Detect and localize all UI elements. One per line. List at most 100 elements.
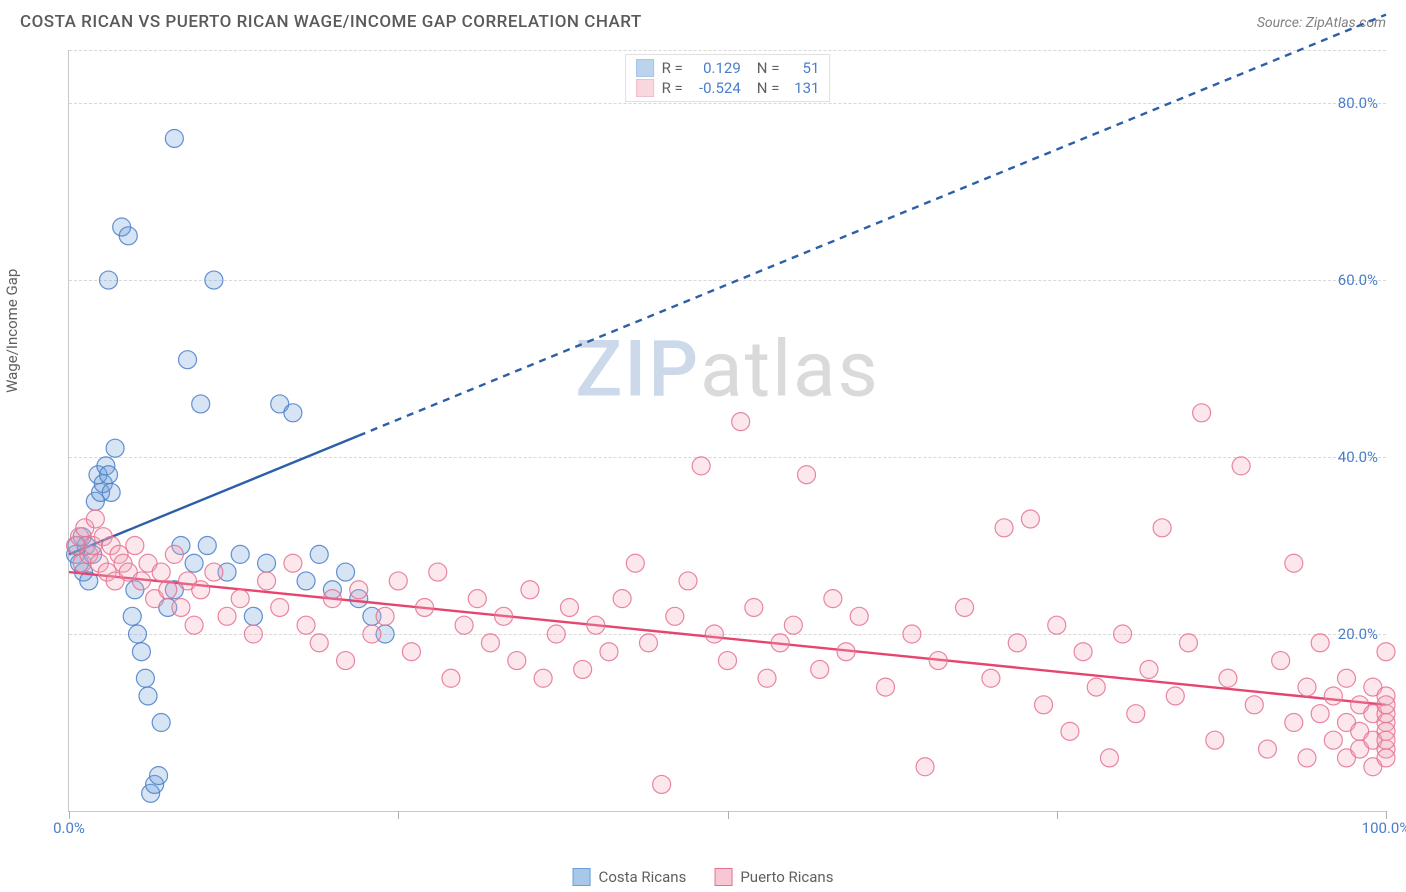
data-point [1377, 696, 1395, 714]
data-point [495, 607, 513, 625]
data-point [1021, 510, 1039, 528]
data-point [389, 572, 407, 590]
r-label: R = [662, 79, 683, 97]
data-point [455, 616, 473, 634]
data-point [653, 775, 671, 793]
data-point [547, 625, 565, 643]
data-point [1298, 749, 1316, 767]
x-tick [1386, 811, 1387, 819]
data-point [732, 413, 750, 431]
data-point [100, 466, 118, 484]
data-point [719, 652, 737, 670]
data-point [310, 634, 328, 652]
data-point [1232, 457, 1250, 475]
data-point [165, 129, 183, 147]
legend-label: Costa Ricans [599, 868, 687, 886]
data-point [560, 598, 578, 616]
data-point [284, 554, 302, 572]
y-axis-label: Wage/Income Gap [3, 269, 21, 393]
data-point [102, 483, 120, 501]
data-point [1324, 687, 1342, 705]
data-point [337, 563, 355, 581]
data-point [521, 581, 539, 599]
stats-legend-row: R = 0.129 N = 51 [636, 59, 820, 77]
data-point [337, 652, 355, 670]
data-point [205, 271, 223, 289]
legend-label: Puerto Ricans [740, 868, 833, 886]
data-point [679, 572, 697, 590]
data-point [416, 598, 434, 616]
data-point [587, 616, 605, 634]
data-point [1140, 660, 1158, 678]
data-point [574, 660, 592, 678]
data-point [1206, 731, 1224, 749]
legend-swatch [636, 59, 654, 77]
plot-area: ZIPatlas R = 0.129 N = 51 R = -0.524 N =… [68, 50, 1386, 812]
source-attribution: Source: ZipAtlas.com [1257, 15, 1386, 31]
data-point [119, 227, 137, 245]
data-point [468, 590, 486, 608]
data-point [1048, 616, 1066, 634]
data-point [692, 457, 710, 475]
series-legend: Costa Ricans Puerto Ricans [573, 868, 834, 886]
data-point [258, 572, 276, 590]
data-point [798, 466, 816, 484]
data-point [205, 563, 223, 581]
data-point [995, 519, 1013, 537]
chart-title: COSTA RICAN VS PUERTO RICAN WAGE/INCOME … [20, 12, 642, 32]
r-label: R = [662, 59, 683, 77]
data-point [179, 351, 197, 369]
data-point [1114, 625, 1132, 643]
data-point [297, 616, 315, 634]
data-point [639, 634, 657, 652]
data-point [850, 607, 868, 625]
data-point [1087, 678, 1105, 696]
data-point [824, 590, 842, 608]
data-point [903, 625, 921, 643]
data-point [1193, 404, 1211, 422]
data-point [1337, 669, 1355, 687]
data-point [126, 537, 144, 555]
x-tick [728, 811, 729, 819]
data-point [363, 625, 381, 643]
data-point [136, 669, 154, 687]
data-point [323, 590, 341, 608]
stats-legend-row: R = -0.524 N = 131 [636, 79, 820, 97]
data-point [1061, 722, 1079, 740]
data-point [185, 616, 203, 634]
data-point [916, 758, 934, 776]
data-point [258, 554, 276, 572]
legend-swatch [573, 868, 591, 886]
data-point [218, 607, 236, 625]
data-point [1285, 554, 1303, 572]
data-point [185, 554, 203, 572]
data-point [150, 767, 168, 785]
data-point [811, 660, 829, 678]
data-point [139, 687, 157, 705]
x-tick [398, 811, 399, 819]
data-point [1258, 740, 1276, 758]
data-point [192, 395, 210, 413]
data-point [1377, 731, 1395, 749]
data-point [1179, 634, 1197, 652]
data-point [376, 607, 394, 625]
data-point [982, 669, 1000, 687]
data-point [350, 581, 368, 599]
data-point [100, 271, 118, 289]
data-point [1298, 678, 1316, 696]
data-point [152, 714, 170, 732]
data-point [442, 669, 460, 687]
data-point [613, 590, 631, 608]
data-point [429, 563, 447, 581]
data-point [877, 678, 895, 696]
data-point [1377, 643, 1395, 661]
data-point [758, 669, 776, 687]
data-point [1035, 696, 1053, 714]
n-value: 131 [787, 79, 819, 97]
data-point [1324, 731, 1342, 749]
data-point [666, 607, 684, 625]
data-point [771, 634, 789, 652]
data-point [1219, 669, 1237, 687]
data-point [244, 607, 262, 625]
chart-container: Wage/Income Gap ZIPatlas R = 0.129 N = 5… [20, 50, 1386, 842]
